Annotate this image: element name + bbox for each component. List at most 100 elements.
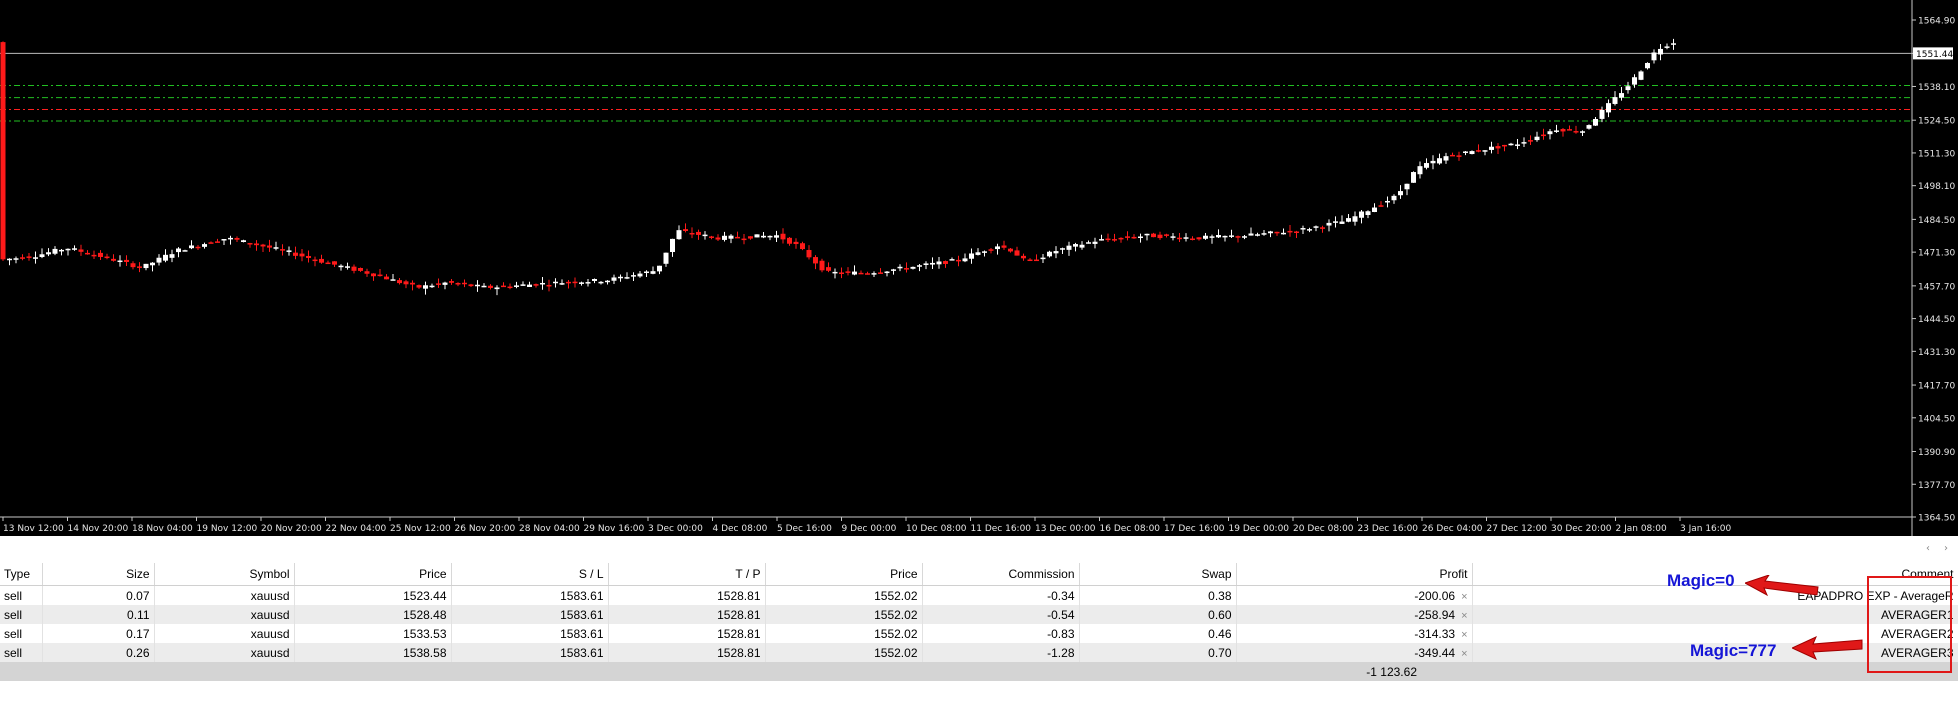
cell-profit: -200.06 × bbox=[1236, 585, 1473, 605]
candle-body bbox=[1352, 216, 1358, 222]
cell-tp: 1528.81 bbox=[608, 643, 766, 662]
candle-body bbox=[852, 271, 857, 275]
header-commission[interactable]: Commission bbox=[922, 563, 1080, 586]
candle-body bbox=[689, 232, 695, 235]
candle-body bbox=[143, 263, 149, 269]
table-row[interactable]: sell 0.11 xauusd 1528.48 1583.61 1528.81… bbox=[0, 605, 1958, 624]
candle-body bbox=[1521, 142, 1527, 144]
cell-type: sell bbox=[0, 643, 43, 662]
time-axis-label: 25 Nov 12:00 bbox=[390, 524, 451, 534]
candle-body bbox=[1632, 77, 1637, 85]
candle-body bbox=[1144, 233, 1150, 236]
candle-body bbox=[1203, 235, 1208, 239]
candle-body bbox=[741, 238, 747, 241]
candle-body bbox=[1307, 229, 1312, 231]
candle-body bbox=[1086, 242, 1091, 244]
header-symbol[interactable]: Symbol bbox=[154, 563, 295, 586]
close-position-icon[interactable]: × bbox=[1461, 628, 1468, 641]
price-axis-label: 1564.90 bbox=[1918, 17, 1955, 27]
header-comment[interactable]: Comment bbox=[1472, 563, 1958, 586]
candle-body bbox=[111, 258, 116, 261]
price-axis-label: 1417.70 bbox=[1918, 382, 1955, 392]
candle-body bbox=[7, 258, 12, 261]
price-axis-label: 1404.50 bbox=[1918, 414, 1955, 424]
header-profit[interactable]: Profit bbox=[1236, 563, 1473, 586]
candle-body bbox=[208, 242, 214, 244]
header-current-price[interactable]: Price bbox=[765, 563, 923, 586]
time-axis-label: 10 Dec 08:00 bbox=[906, 524, 967, 534]
candle-body bbox=[559, 283, 565, 285]
close-position-icon[interactable]: × bbox=[1461, 590, 1468, 603]
current-price-box bbox=[1913, 47, 1953, 60]
candle-body bbox=[520, 284, 526, 286]
candle-body bbox=[793, 241, 799, 245]
header-tp[interactable]: T / P bbox=[608, 563, 766, 586]
candle-body bbox=[936, 261, 942, 265]
candle-body bbox=[1606, 103, 1611, 113]
candle-body bbox=[611, 277, 617, 281]
candle-body bbox=[475, 284, 480, 287]
candle-body bbox=[1105, 238, 1111, 241]
header-size[interactable]: Size bbox=[42, 563, 155, 586]
cell-price: 1533.53 bbox=[294, 624, 452, 643]
candle-body bbox=[527, 284, 532, 288]
candle-body bbox=[546, 284, 552, 287]
table-row[interactable]: sell 0.17 xauusd 1533.53 1583.61 1528.81… bbox=[0, 624, 1958, 643]
candle-body bbox=[462, 282, 467, 285]
table-row[interactable]: sell 0.26 xauusd 1538.58 1583.61 1528.81… bbox=[0, 643, 1958, 662]
price-axis-label: 1457.70 bbox=[1918, 282, 1955, 292]
candle-body bbox=[767, 235, 773, 238]
price-axis-label: 1431.30 bbox=[1918, 348, 1955, 358]
candle-body bbox=[1580, 131, 1585, 133]
candle-body bbox=[1372, 207, 1377, 213]
candle-body bbox=[1164, 234, 1169, 236]
current-price-label: 1551.44 bbox=[1916, 50, 1953, 60]
time-axis-label: 22 Nov 04:00 bbox=[326, 524, 387, 534]
candle-body bbox=[1066, 245, 1072, 250]
candle-body bbox=[267, 245, 272, 248]
header-type[interactable]: Type bbox=[0, 563, 43, 586]
candle-body bbox=[995, 246, 1000, 250]
cell-sl: 1583.61 bbox=[451, 605, 609, 624]
cell-sl: 1583.61 bbox=[451, 643, 609, 662]
candle-body bbox=[1001, 245, 1007, 248]
header-sl[interactable]: S / L bbox=[451, 563, 609, 586]
candlestick-chart[interactable]: 1564.90 1551.44 1538.10 1524.50 1511.30 1498.… bbox=[0, 0, 1958, 536]
candle-body bbox=[1560, 129, 1566, 132]
candle-body bbox=[306, 255, 311, 258]
candle-body bbox=[1014, 250, 1020, 256]
candle-body bbox=[962, 258, 968, 262]
profit-value: -200.06 bbox=[1414, 588, 1456, 603]
averager-comments-highlight bbox=[1867, 576, 1952, 673]
candle-body bbox=[1196, 237, 1202, 240]
candle-body bbox=[1489, 146, 1494, 150]
cell-symbol: xauusd bbox=[154, 605, 295, 624]
candle-body bbox=[234, 237, 240, 240]
time-axis-label: 30 Dec 20:00 bbox=[1551, 524, 1612, 534]
close-position-icon[interactable]: × bbox=[1461, 647, 1468, 660]
price-chart[interactable]: 1564.90 1551.44 1538.10 1524.50 1511.30 1498.… bbox=[0, 0, 1958, 536]
candle-body bbox=[1248, 233, 1254, 236]
header-swap[interactable]: Swap bbox=[1079, 563, 1237, 586]
header-price[interactable]: Price bbox=[294, 563, 452, 586]
candle-body bbox=[1326, 222, 1332, 226]
candle-body bbox=[468, 284, 474, 287]
candle-body bbox=[1151, 233, 1156, 238]
cell-profit: -258.94 × bbox=[1236, 605, 1473, 624]
candle-body bbox=[598, 281, 604, 284]
scroll-right-arrow-icon[interactable]: › bbox=[1944, 543, 1948, 554]
candle-body bbox=[1443, 156, 1449, 161]
candle-body bbox=[871, 273, 877, 275]
candle-body bbox=[1313, 226, 1319, 228]
candle-body bbox=[1463, 151, 1468, 153]
candle-body bbox=[429, 285, 435, 288]
close-position-icon[interactable]: × bbox=[1461, 609, 1468, 622]
candle-body bbox=[1391, 195, 1397, 201]
candle-body bbox=[189, 245, 194, 249]
candle-body bbox=[1339, 221, 1345, 224]
candle-body bbox=[618, 276, 623, 279]
time-axis-label: 28 Nov 04:00 bbox=[519, 524, 580, 534]
table-row[interactable]: sell 0.07 xauusd 1523.44 1583.61 1528.81… bbox=[0, 585, 1958, 605]
scroll-left-arrow-icon[interactable]: ‹ bbox=[1926, 543, 1930, 554]
candle-body bbox=[1651, 52, 1657, 61]
